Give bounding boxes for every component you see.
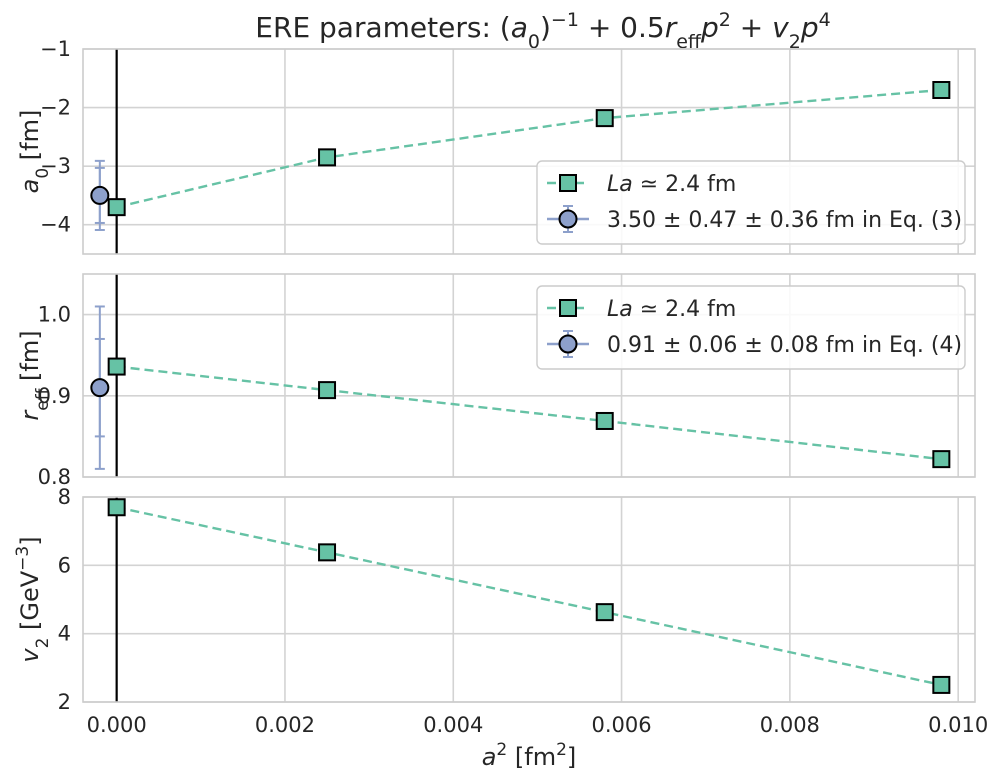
data-point-lattice (932, 675, 951, 694)
legend-marker-physical (558, 334, 578, 354)
plot-area-reff (90, 274, 951, 477)
data-point-lattice (595, 411, 614, 430)
legend-label: 0.91 ± 0.06 ± 0.08 fm in Eq. (4) (607, 333, 962, 358)
y-tick-label: 1.0 (38, 303, 71, 327)
axes-frame (82, 273, 976, 478)
x-axis-label: a2 [fm2] (482, 740, 577, 771)
panel-a0: −1 −2 −3 −4 a0 [fm] La ≃ 2.4 fm 3.50 ± 0.47 ± … (16, 37, 976, 255)
legend-reff: La ≃ 2.4 fm 0.91 ± 0.06 ± 0.08 fm in Eq. … (536, 285, 966, 370)
plot-area-v2 (107, 497, 951, 702)
x-tick-label: 0.002 (255, 713, 315, 737)
legend-box (536, 285, 966, 370)
data-point-lattice (932, 450, 951, 469)
x-axis: 0.000 0.002 0.004 0.006 0.008 0.010 a2 [fm2] (87, 713, 989, 771)
legend-box (536, 160, 966, 245)
data-point-lattice (932, 81, 951, 99)
x-tick-label: 0.006 (592, 713, 652, 737)
data-point-lattice (595, 603, 614, 622)
plot-area-a0 (90, 49, 951, 254)
legend-label: 3.50 ± 0.47 ± 0.36 fm in Eq. (3) (607, 208, 962, 233)
y-tick-label: −1 (40, 37, 71, 61)
y-tick-label: 2 (58, 690, 71, 714)
data-point-lattice (595, 109, 614, 128)
y-tick-label: 0.8 (38, 465, 71, 489)
y-axis-label: reff [fm] (16, 330, 53, 420)
legend-label: La ≃ 2.4 fm (607, 297, 736, 322)
y-tick-label: 6 (58, 553, 71, 577)
x-tick-label: 0.010 (928, 713, 988, 737)
axes-frame (82, 496, 976, 703)
legend-marker-lattice (559, 174, 577, 192)
panels: −1 −2 −3 −4 a0 [fm] La ≃ 2.4 fm 3.50 ± 0.47 ± … (13, 37, 976, 714)
panel-reff: 0.8 0.9 1.0 reff [fm] La ≃ 2.4 fm 0.91 ± 0.06… (16, 273, 976, 489)
x-tick-label: 0.008 (760, 713, 820, 737)
x-tick-label: 0.004 (423, 713, 483, 737)
data-point-lattice (318, 543, 337, 562)
y-tick-label: 0.9 (38, 384, 71, 408)
y-tick-label: 4 (58, 622, 71, 646)
y-axis-label: v2 [GeV−3] (13, 536, 53, 662)
panel-v2: 2 4 6 8 v2 [GeV−3] (13, 485, 976, 714)
axes-frame (82, 48, 976, 255)
y-tick-label: −3 (40, 154, 71, 178)
legend-a0: La ≃ 2.4 fm 3.50 ± 0.47 ± 0.36 fm in Eq. … (536, 160, 966, 245)
series-line-lattice (116, 506, 942, 687)
y-tick-label: −4 (40, 213, 71, 237)
data-point-physical (90, 378, 110, 398)
series-line-lattice (116, 365, 942, 461)
legend-marker-lattice (559, 299, 577, 317)
data-point-lattice (107, 198, 126, 217)
data-point-lattice (107, 498, 126, 517)
chart-title: ERE parameters: (a0)−1 + 0.5reffp2 + v2p… (255, 9, 830, 53)
legend-label: La ≃ 2.4 fm (607, 172, 736, 197)
series-line-lattice (116, 88, 942, 209)
y-tick-label: 8 (58, 485, 71, 509)
y-tick-label: −2 (40, 96, 71, 120)
y-axis-label: a0 [fm] (16, 110, 53, 194)
data-point-lattice (107, 357, 126, 376)
x-tick-label: 0.000 (87, 713, 147, 737)
data-point-physical (90, 185, 110, 205)
data-point-lattice (318, 148, 337, 167)
legend-marker-physical (558, 209, 578, 229)
data-point-lattice (318, 381, 337, 400)
